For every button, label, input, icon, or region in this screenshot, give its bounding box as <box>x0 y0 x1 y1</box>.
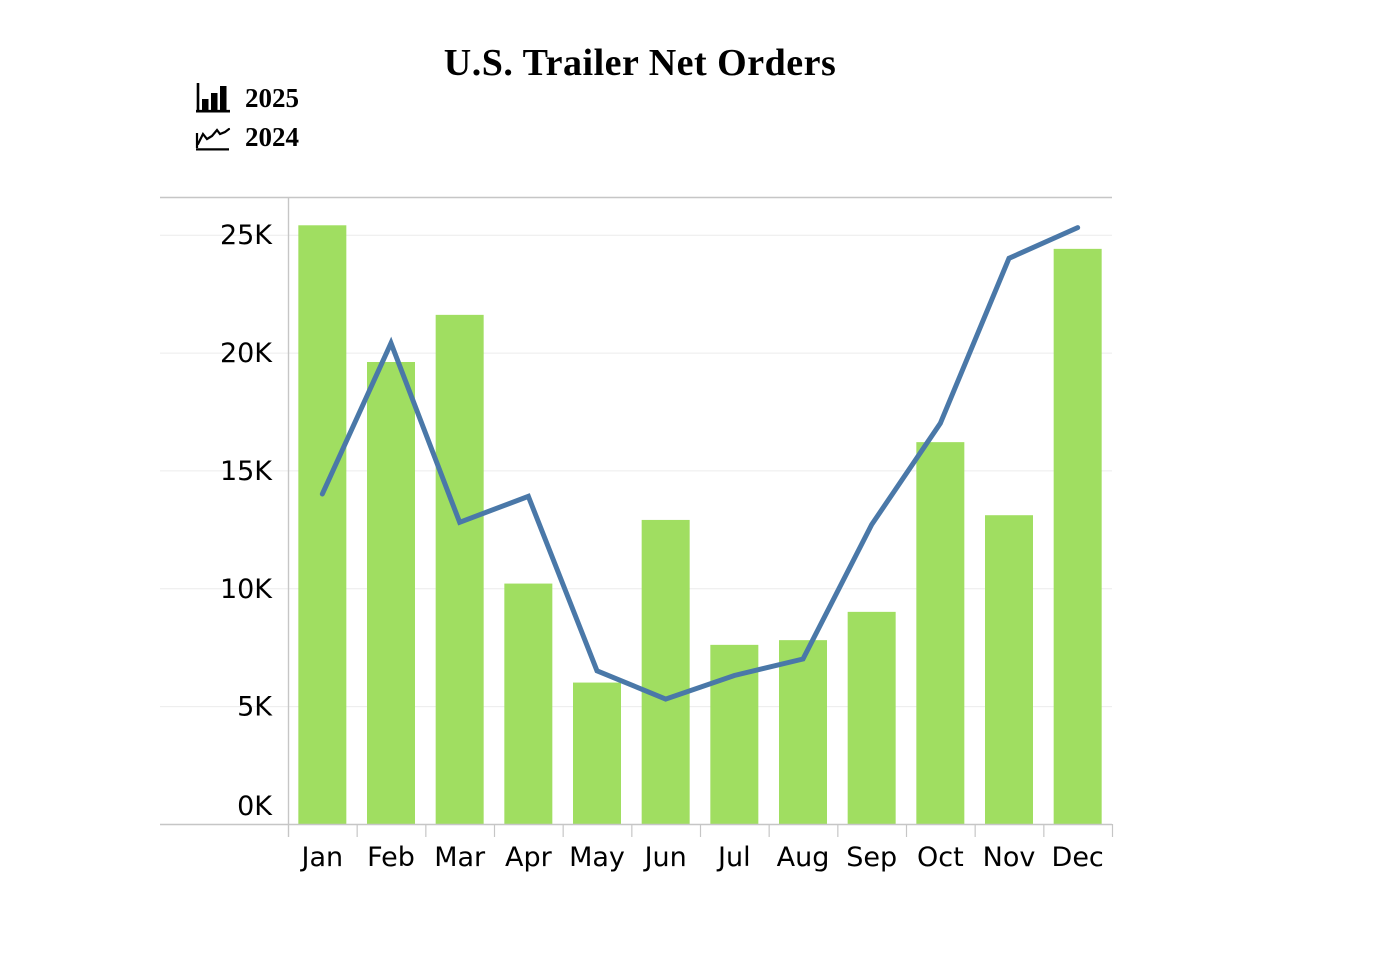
bar-Aug[interactable] <box>779 640 827 824</box>
bar-Apr[interactable] <box>504 583 553 824</box>
bar-Jan[interactable] <box>298 225 347 825</box>
x-axis-label: Feb <box>367 842 415 873</box>
x-axis-label: Jun <box>643 842 687 873</box>
y-axis-label: 20K <box>220 338 273 369</box>
x-axis-label: Sep <box>846 842 897 873</box>
bar-May[interactable] <box>573 682 621 824</box>
x-axis-label: Oct <box>917 842 964 873</box>
y-axis-label: 5K <box>237 692 273 723</box>
x-axis-label: Aug <box>777 842 830 873</box>
chart-title: U.S. Trailer Net Orders <box>443 42 837 84</box>
x-axis-label: Jul <box>716 842 751 873</box>
legend-label-2024: 2024 <box>245 121 299 152</box>
x-axis-label: Apr <box>505 842 553 873</box>
bar-Oct[interactable] <box>916 442 965 824</box>
legend: 2025 2024 <box>194 82 299 153</box>
line-series-icon <box>195 127 231 151</box>
bar-Nov[interactable] <box>985 515 1033 824</box>
legend-label-2025: 2025 <box>245 82 299 113</box>
x-axis-label: May <box>569 842 625 873</box>
bar-Dec[interactable] <box>1053 248 1102 824</box>
x-axis-label: Jan <box>300 842 344 873</box>
bar-Sep[interactable] <box>847 611 896 824</box>
line-2024[interactable] <box>319 225 1081 702</box>
y-axis-label: 15K <box>220 456 273 487</box>
bar-series-icon <box>196 83 230 113</box>
x-axis-label: Mar <box>434 842 486 873</box>
y-axis-label: 0K <box>237 791 273 822</box>
bar-Feb[interactable] <box>367 362 415 824</box>
bar-Jun[interactable] <box>641 519 690 824</box>
legend-item-2024[interactable]: 2024 <box>194 121 299 153</box>
y-axis-label: 25K <box>220 220 273 251</box>
bar-Mar[interactable] <box>435 314 484 824</box>
x-axis-label: Dec <box>1052 842 1104 873</box>
legend-item-2025[interactable]: 2025 <box>194 82 299 114</box>
x-axis-label: Nov <box>983 842 1036 873</box>
y-axis-label: 10K <box>220 574 273 605</box>
